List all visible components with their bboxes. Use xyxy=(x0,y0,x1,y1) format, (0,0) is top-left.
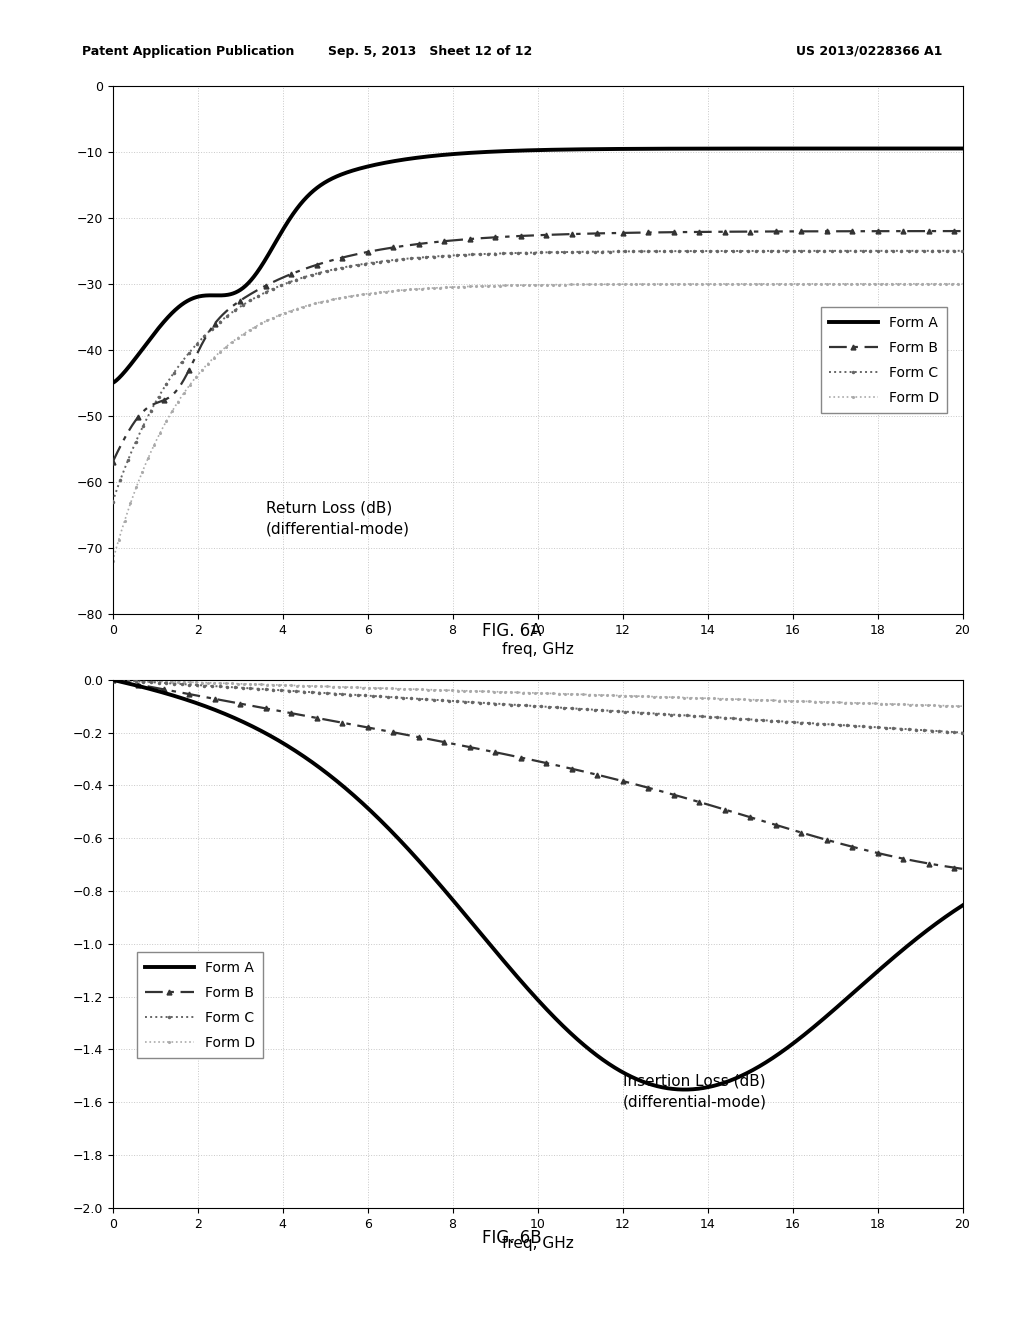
Form C xyxy=(150,675,162,690)
Form C xyxy=(956,725,969,741)
Form B xyxy=(776,223,788,239)
Line: Form D: Form D xyxy=(111,678,965,708)
Form C xyxy=(498,696,510,711)
Form B xyxy=(956,223,969,239)
Form B xyxy=(106,454,119,470)
Form D xyxy=(498,277,510,293)
Form C xyxy=(956,243,969,259)
Form B xyxy=(520,228,532,244)
Form A xyxy=(498,953,510,969)
Line: Form D: Form D xyxy=(111,282,965,562)
Form A xyxy=(520,143,532,158)
Form A xyxy=(776,1044,788,1060)
Line: Form C: Form C xyxy=(111,248,965,504)
Form A xyxy=(932,915,944,931)
Form D xyxy=(956,698,969,714)
Form D xyxy=(956,276,969,292)
Form B xyxy=(498,746,510,762)
Form C xyxy=(106,672,119,688)
Form A xyxy=(520,978,532,994)
Line: Form B: Form B xyxy=(111,677,965,871)
Form A xyxy=(776,141,788,157)
Form A xyxy=(932,913,944,929)
Form A xyxy=(956,141,969,157)
Legend: Form A, Form B, Form C, Form D: Form A, Form B, Form C, Form D xyxy=(820,308,947,413)
Form C xyxy=(150,393,162,409)
Form C xyxy=(776,713,788,729)
Form C xyxy=(776,243,788,259)
X-axis label: freq, GHz: freq, GHz xyxy=(502,1236,573,1251)
Form D xyxy=(520,277,532,293)
Form B xyxy=(932,223,944,239)
X-axis label: freq, GHz: freq, GHz xyxy=(502,642,573,657)
Form B xyxy=(150,395,162,411)
Form D xyxy=(932,697,944,713)
Form B xyxy=(150,680,162,696)
Form A xyxy=(498,144,510,160)
Form D xyxy=(932,276,944,292)
Text: FIG. 6B: FIG. 6B xyxy=(482,1229,542,1247)
Text: Insertion Loss (dB)
(differential-mode): Insertion Loss (dB) (differential-mode) xyxy=(623,1073,767,1110)
Form C xyxy=(932,723,944,739)
Form D xyxy=(106,553,119,569)
Form A xyxy=(150,323,162,339)
Form C xyxy=(932,243,944,259)
Form C xyxy=(932,723,944,739)
Form D xyxy=(776,693,788,709)
Form A xyxy=(932,141,944,157)
Text: Return Loss (dB)
(differential-mode): Return Loss (dB) (differential-mode) xyxy=(265,500,410,537)
Form B xyxy=(520,751,532,767)
Form B xyxy=(932,857,944,873)
Form D xyxy=(932,697,944,713)
Form D xyxy=(776,276,788,292)
Line: Form A: Form A xyxy=(113,680,963,1089)
Form B xyxy=(932,857,944,873)
Form A xyxy=(932,141,944,157)
Form A xyxy=(956,898,969,913)
Form C xyxy=(498,246,510,261)
Form B xyxy=(776,818,788,834)
Form D xyxy=(932,276,944,292)
Form D xyxy=(150,673,162,689)
Form A xyxy=(678,1081,690,1097)
Form B xyxy=(106,672,119,688)
Form D xyxy=(498,684,510,700)
Form C xyxy=(932,243,944,259)
Form D xyxy=(106,672,119,688)
Line: Form A: Form A xyxy=(113,149,963,383)
Form B xyxy=(932,223,944,239)
Text: US 2013/0228366 A1: US 2013/0228366 A1 xyxy=(796,45,942,58)
Form A xyxy=(106,672,119,688)
Form C xyxy=(520,697,532,713)
Form C xyxy=(106,494,119,510)
Legend: Form A, Form B, Form C, Form D: Form A, Form B, Form C, Form D xyxy=(136,952,263,1059)
Text: Sep. 5, 2013   Sheet 12 of 12: Sep. 5, 2013 Sheet 12 of 12 xyxy=(328,45,532,58)
Form B xyxy=(956,861,969,876)
Form D xyxy=(150,433,162,449)
Text: Patent Application Publication: Patent Application Publication xyxy=(82,45,294,58)
Form D xyxy=(520,685,532,701)
Text: FIG. 6A: FIG. 6A xyxy=(482,622,542,640)
Line: Form C: Form C xyxy=(111,677,965,735)
Form C xyxy=(520,244,532,260)
Form A xyxy=(150,682,162,698)
Form A xyxy=(106,375,119,391)
Form B xyxy=(498,228,510,244)
Line: Form B: Form B xyxy=(111,228,965,465)
